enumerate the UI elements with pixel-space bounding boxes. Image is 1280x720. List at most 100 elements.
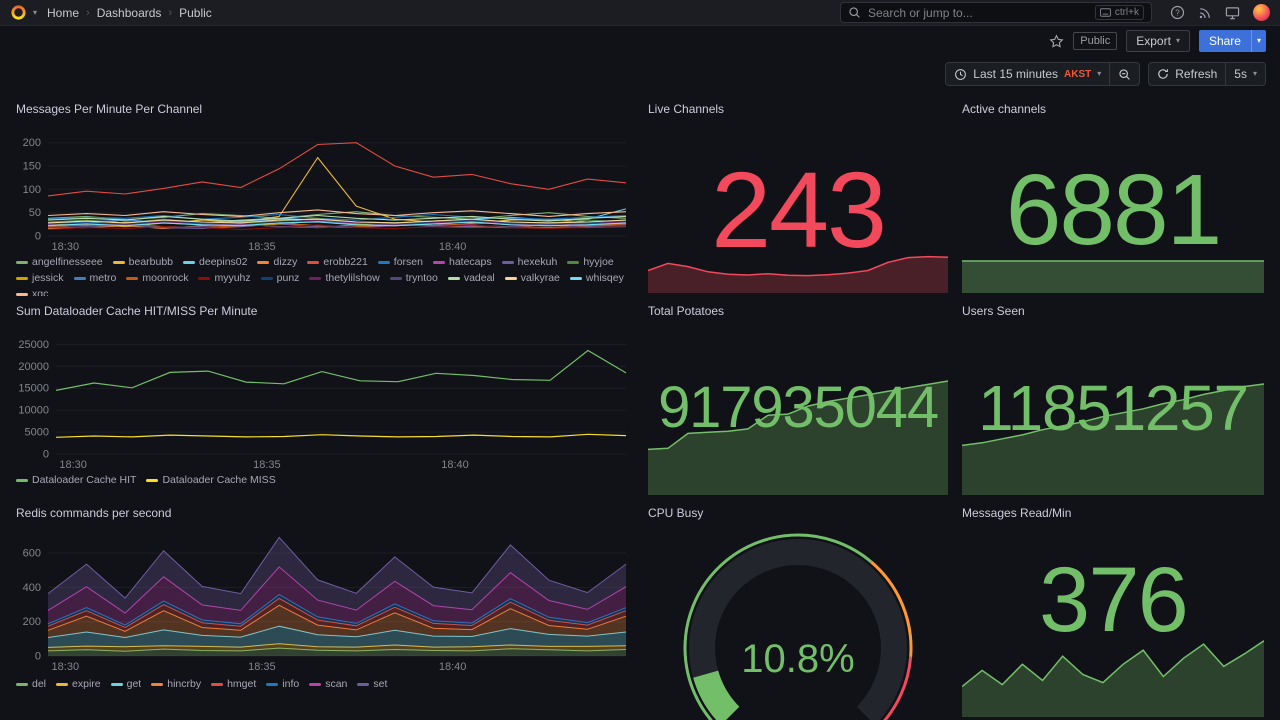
legend-item[interactable]: Dataloader Cache HIT (16, 474, 136, 487)
legend-item[interactable]: set (357, 678, 387, 691)
svg-text:18:35: 18:35 (248, 241, 276, 253)
search-box[interactable]: ctrl+k (840, 2, 1152, 23)
svg-text:18:40: 18:40 (439, 661, 467, 673)
legend-item[interactable]: hatecaps (432, 256, 492, 269)
chevron-down-icon[interactable]: ▾ (33, 7, 38, 17)
star-icon[interactable] (1049, 33, 1064, 49)
breadcrumb-separator: › (86, 6, 90, 19)
chevron-down-icon: ▾ (1175, 36, 1180, 45)
legend-item[interactable]: angelfinesseee (16, 256, 103, 269)
legend-item[interactable]: hmget (211, 678, 256, 691)
svg-text:600: 600 (23, 548, 41, 560)
export-label: Export (1136, 34, 1171, 48)
nav-icons: ? (1170, 4, 1270, 21)
user-avatar[interactable] (1253, 4, 1270, 21)
search-input[interactable] (868, 5, 1088, 20)
legend-item[interactable]: scan (309, 678, 347, 691)
panel-title[interactable]: Users Seen (962, 304, 1025, 318)
legend-item[interactable]: deepins02 (183, 256, 247, 269)
legend-item[interactable]: thetylilshow (309, 272, 380, 285)
legend-item[interactable]: hyyjoe (567, 256, 614, 269)
chevron-down-icon: ▾ (1252, 69, 1257, 78)
legend-item[interactable]: info (266, 678, 299, 691)
share-button[interactable]: Share (1198, 30, 1251, 52)
legend-item[interactable]: get (110, 678, 141, 691)
refresh-group: Refresh 5s ▾ (1148, 62, 1266, 86)
legend-item[interactable]: bearbubb (112, 256, 173, 269)
svg-text:18:30: 18:30 (52, 661, 80, 673)
legend-item[interactable]: expire (56, 678, 101, 691)
breadcrumb-current[interactable]: Public (179, 5, 212, 20)
timeseries-chart[interactable]: 0 50 100 150 200 18:30 18:35 18:40 (16, 130, 630, 254)
legend-item[interactable]: tryntoo (389, 272, 438, 285)
legend-item[interactable]: myyuhz (198, 272, 251, 285)
legend-item[interactable]: dizzy (257, 256, 297, 269)
legend-item[interactable]: valkyrae (504, 272, 560, 285)
zoom-out-button[interactable] (1110, 62, 1141, 86)
panel-title[interactable]: Live Channels (648, 102, 725, 116)
time-picker-group: Last 15 minutes AKST ▾ (945, 62, 1141, 86)
panel-title[interactable]: Redis commands per second (16, 506, 172, 520)
legend-item[interactable]: hincrby (151, 678, 201, 691)
gauge-chart: 10.8% (683, 533, 913, 720)
refresh-interval-label: 5s (1234, 67, 1247, 81)
breadcrumb-home[interactable]: Home (47, 5, 80, 20)
svg-text:0: 0 (35, 651, 41, 663)
legend-item[interactable]: Dataloader Cache MISS (146, 474, 276, 487)
svg-text:18:30: 18:30 (59, 459, 87, 471)
legend-item[interactable]: forsen (377, 256, 423, 269)
breadcrumb-separator: › (168, 6, 173, 19)
panel-title[interactable]: Messages Per Minute Per Channel (16, 102, 203, 116)
news-rss-icon[interactable] (1198, 6, 1212, 20)
legend-item[interactable]: xqc (16, 288, 48, 296)
stat-value: 6881 (1005, 154, 1222, 266)
legend-item[interactable]: metro (73, 272, 116, 285)
svg-text:25000: 25000 (18, 339, 49, 351)
refresh-interval-button[interactable]: 5s ▾ (1226, 62, 1266, 86)
dashboard-actions: Public Export ▾ Share ▾ (1049, 30, 1266, 52)
sparkline (648, 380, 948, 495)
share-menu-button[interactable]: ▾ (1250, 30, 1266, 52)
sparkline (648, 255, 948, 293)
chart-legend: angelfinesseee bearbubb deepins02 dizzy erob… (8, 256, 638, 296)
timeseries-chart[interactable]: 0 200 400 600 18:30 18:35 18:40 (16, 528, 630, 674)
refresh-icon (1157, 68, 1169, 80)
chevron-down-icon: ▾ (1256, 36, 1261, 45)
panel-title[interactable]: CPU Busy (648, 506, 704, 520)
svg-text:200: 200 (23, 616, 41, 628)
svg-text:20000: 20000 (18, 361, 49, 373)
breadcrumb: Home › Dashboards › Public (47, 6, 212, 20)
panel-title[interactable]: Messages Read/Min (962, 506, 1072, 520)
export-button[interactable]: Export ▾ (1126, 30, 1190, 52)
timeseries-chart[interactable]: 0 5000 10000 15000 20000 25000 18:30 18:35 18:40 (16, 332, 630, 472)
help-icon[interactable]: ? (1170, 5, 1185, 20)
panel-title[interactable]: Active channels (962, 102, 1047, 116)
svg-text:50: 50 (29, 207, 41, 219)
legend-item[interactable]: moonrock (126, 272, 188, 285)
panel-title[interactable]: Sum Dataloader Cache HIT/MISS Per Minute (16, 304, 258, 318)
svg-text:18:40: 18:40 (441, 459, 469, 471)
svg-text:5000: 5000 (25, 427, 49, 439)
svg-text:150: 150 (23, 161, 41, 173)
time-range-picker[interactable]: Last 15 minutes AKST ▾ (945, 62, 1111, 86)
clock-icon (954, 68, 967, 81)
legend-item[interactable]: whisqey (569, 272, 624, 285)
panel-messages-read: Messages Read/Min 376 (958, 500, 1268, 720)
monitor-icon[interactable] (1225, 6, 1240, 20)
legend-item[interactable]: jessick (16, 272, 64, 285)
panel-title[interactable]: Total Potatoes (648, 304, 725, 318)
svg-text:400: 400 (23, 582, 41, 594)
legend-item[interactable]: vadeal (447, 272, 495, 285)
legend-item[interactable]: hexekuh (501, 256, 557, 269)
share-split-button: Share ▾ (1198, 30, 1266, 52)
legend-item[interactable]: del (16, 678, 46, 691)
refresh-button[interactable]: Refresh (1148, 62, 1227, 86)
svg-text:18:40: 18:40 (439, 241, 467, 253)
svg-text:15000: 15000 (18, 383, 49, 395)
visibility-badge: Public (1073, 32, 1118, 50)
legend-item[interactable]: erobb221 (307, 256, 368, 269)
breadcrumb-dashboards[interactable]: Dashboards (96, 5, 162, 20)
grafana-logo[interactable] (10, 4, 27, 21)
legend-item[interactable]: punz (260, 272, 299, 285)
